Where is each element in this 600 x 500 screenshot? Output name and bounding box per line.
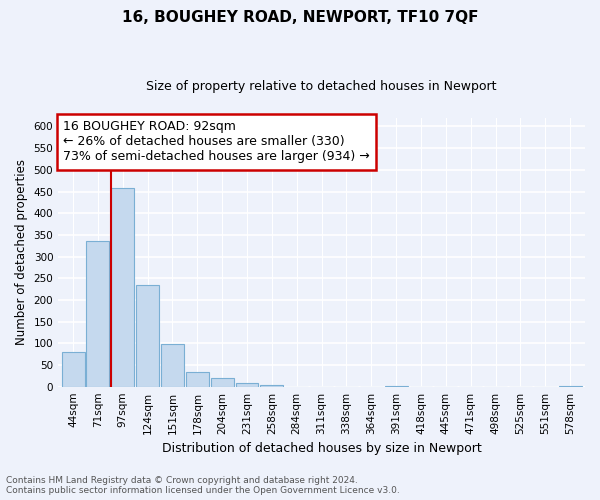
Bar [136, 285, 159, 386]
X-axis label: Distribution of detached houses by size in Newport: Distribution of detached houses by size … [162, 442, 481, 455]
Text: 16 BOUGHEY ROAD: 92sqm
← 26% of detached houses are smaller (330)
73% of semi-de: 16 BOUGHEY ROAD: 92sqm ← 26% of detached… [64, 120, 370, 164]
Text: 16, BOUGHEY ROAD, NEWPORT, TF10 7QF: 16, BOUGHEY ROAD, NEWPORT, TF10 7QF [122, 10, 478, 25]
Bar [260, 385, 283, 386]
Bar [62, 352, 85, 386]
Bar [112, 188, 134, 386]
Bar [186, 372, 209, 386]
Bar [161, 344, 184, 386]
Text: Contains HM Land Registry data © Crown copyright and database right 2024.
Contai: Contains HM Land Registry data © Crown c… [6, 476, 400, 495]
Y-axis label: Number of detached properties: Number of detached properties [15, 159, 28, 345]
Bar [211, 378, 233, 386]
Bar [86, 242, 109, 386]
Title: Size of property relative to detached houses in Newport: Size of property relative to detached ho… [146, 80, 497, 93]
Bar [236, 383, 259, 386]
